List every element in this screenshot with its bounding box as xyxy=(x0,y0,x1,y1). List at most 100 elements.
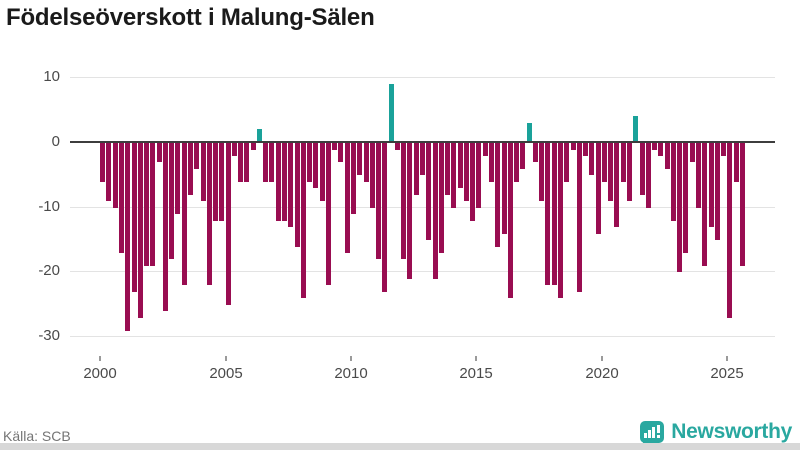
bar xyxy=(369,143,375,208)
bar xyxy=(576,143,582,292)
bar xyxy=(595,143,601,234)
bar xyxy=(589,143,595,176)
bar xyxy=(169,143,175,260)
bar xyxy=(451,143,457,208)
bar xyxy=(520,143,526,169)
bar xyxy=(300,143,306,299)
bar xyxy=(194,143,200,169)
bar xyxy=(413,143,419,195)
x-axis-tick xyxy=(475,356,477,361)
zero-axis-line xyxy=(70,141,775,143)
bar xyxy=(288,143,294,228)
bar xyxy=(658,143,664,156)
bar xyxy=(382,143,388,292)
bar xyxy=(162,143,168,312)
bar xyxy=(558,143,563,299)
bar xyxy=(137,143,143,318)
bar xyxy=(733,143,739,182)
bar xyxy=(213,143,218,221)
x-tick-label: 2010 xyxy=(334,365,368,382)
bar xyxy=(344,143,350,253)
bar xyxy=(426,143,432,240)
bar xyxy=(501,143,507,234)
bar xyxy=(463,143,469,202)
bar xyxy=(175,143,181,215)
y-tick-label: -30 xyxy=(38,327,60,344)
bar xyxy=(219,143,225,221)
bar xyxy=(645,143,651,208)
chart-title: Födelseöverskott i Malung-Sälen xyxy=(6,4,375,31)
bar xyxy=(507,143,513,299)
bar xyxy=(125,143,131,331)
bar xyxy=(225,143,231,305)
bar xyxy=(206,143,212,286)
bar xyxy=(351,143,356,215)
bar xyxy=(683,143,689,253)
y-tick-label: -10 xyxy=(38,198,60,215)
bar xyxy=(664,143,670,169)
bar xyxy=(319,143,325,202)
x-axis-tick xyxy=(225,356,227,361)
bar xyxy=(250,143,256,150)
bar xyxy=(256,129,262,142)
bar xyxy=(626,143,632,202)
logo-bar-icon xyxy=(652,427,656,438)
x-tick-label: 2000 xyxy=(83,365,117,382)
bar xyxy=(156,143,162,163)
bar xyxy=(564,143,570,182)
bar xyxy=(583,143,588,156)
bar xyxy=(401,143,407,260)
bar xyxy=(325,143,331,286)
bar xyxy=(112,143,118,208)
bar xyxy=(376,143,382,260)
newsworthy-icon xyxy=(640,421,665,450)
bar xyxy=(457,143,463,189)
bar xyxy=(677,143,683,273)
logo-bar-icon xyxy=(648,430,652,438)
bar xyxy=(294,143,300,247)
bar xyxy=(620,143,626,182)
x-tick-label: 2025 xyxy=(710,365,744,382)
logo-exclamation-icon xyxy=(657,435,661,438)
bar xyxy=(187,143,193,195)
bar xyxy=(275,143,281,221)
bar xyxy=(282,143,287,221)
bar xyxy=(307,143,313,182)
bar xyxy=(106,143,112,202)
logo-exclamation-icon xyxy=(657,425,661,433)
x-axis-tick xyxy=(726,356,728,361)
bar xyxy=(551,143,557,286)
bar xyxy=(244,143,250,182)
x-tick-label: 2015 xyxy=(459,365,493,382)
bar xyxy=(338,143,344,163)
bar xyxy=(357,143,363,176)
bar xyxy=(181,143,187,286)
bar xyxy=(100,143,106,182)
bar xyxy=(727,143,733,318)
bottom-strip xyxy=(0,443,800,450)
grid-line xyxy=(70,271,775,272)
grid-line xyxy=(70,207,775,208)
bar xyxy=(545,143,551,286)
bar xyxy=(144,143,149,266)
y-tick-label: -20 xyxy=(38,262,60,279)
bar xyxy=(476,143,482,208)
bar xyxy=(231,143,237,156)
brand-name: Newsworthy xyxy=(671,420,792,443)
bar xyxy=(495,143,501,247)
bar xyxy=(526,122,532,142)
source-label: Källa: SCB xyxy=(3,428,71,444)
y-tick-label: 0 xyxy=(51,133,60,150)
x-axis-tick xyxy=(601,356,603,361)
grid-line xyxy=(70,77,775,78)
x-axis-tick xyxy=(350,356,352,361)
bar xyxy=(689,143,695,163)
bar xyxy=(601,143,607,182)
bar xyxy=(363,143,369,182)
bar xyxy=(470,143,476,221)
bar xyxy=(633,116,639,142)
bar xyxy=(489,143,494,182)
bar xyxy=(614,143,620,228)
bar xyxy=(388,83,394,142)
